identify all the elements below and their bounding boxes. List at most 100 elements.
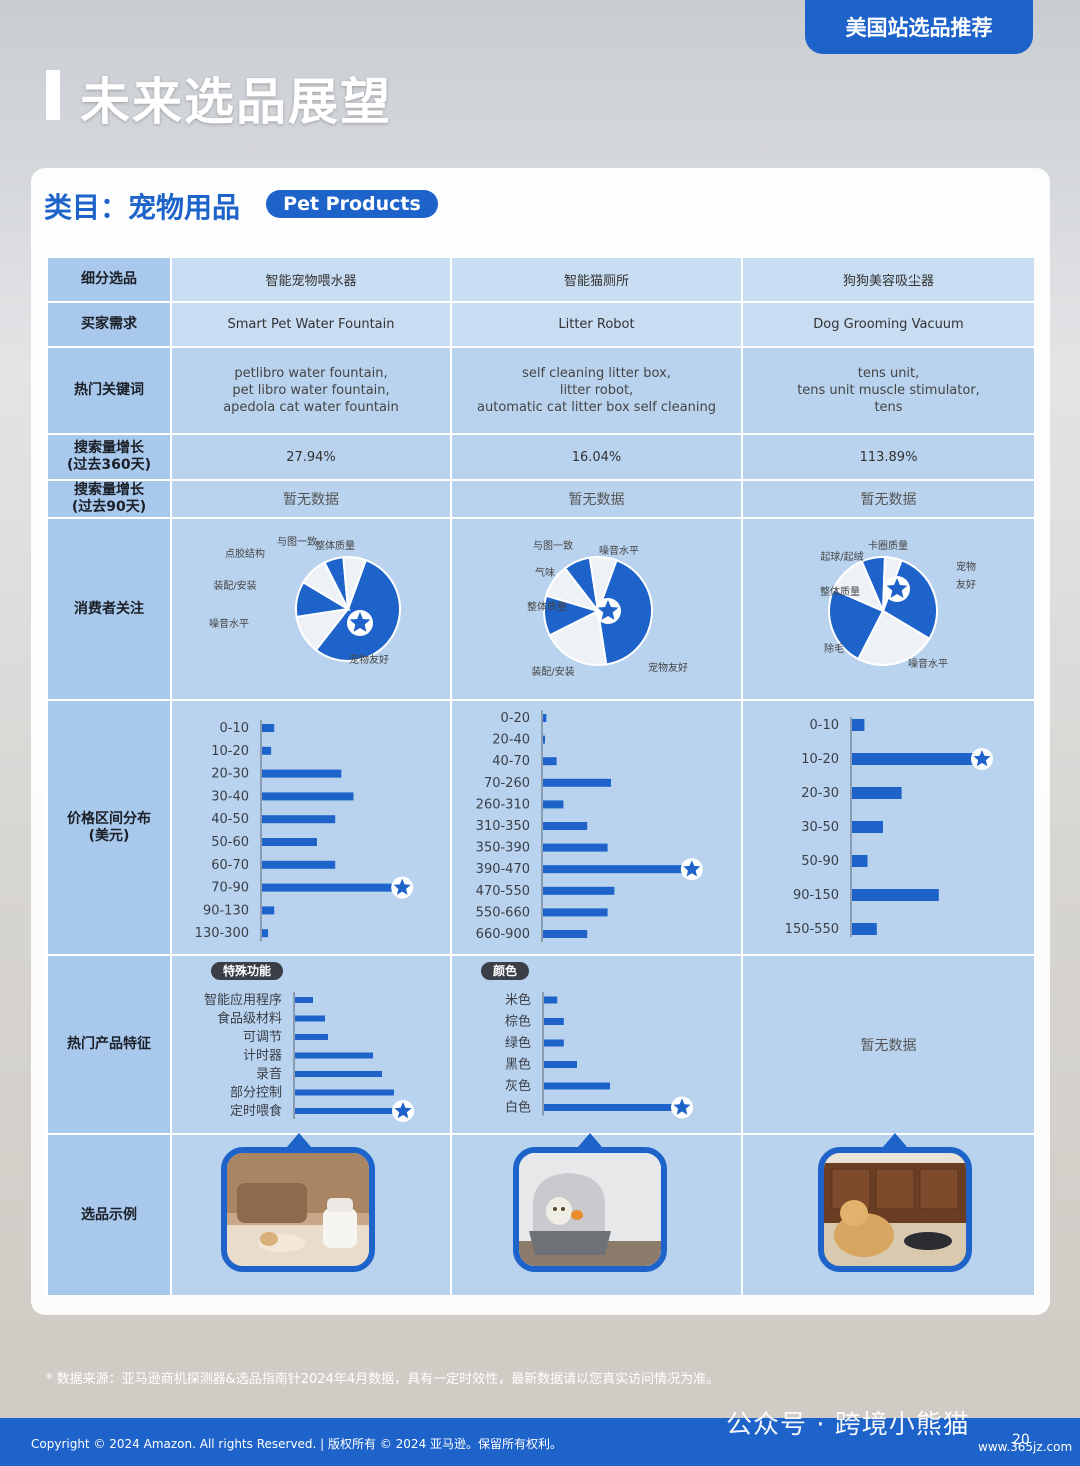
bar — [262, 860, 336, 869]
pie-label: 友好 — [956, 578, 976, 591]
dog-photo — [824, 1153, 966, 1266]
pie-label: 卡圈质量 — [868, 539, 908, 552]
star-icon — [973, 750, 991, 767]
bar — [852, 855, 868, 867]
star-icon — [349, 612, 371, 632]
product-table: 细分选品 智能宠物喂水器 智能猫厕所 狗狗美容吸尘器 买家需求 Smart Pe… — [46, 256, 1036, 1297]
bar — [543, 865, 686, 874]
col3-keywords: tens unit, tens unit muscle stimulator, … — [741, 346, 1036, 435]
price-cell-2: 0-20 20-40 40-70 70-260 260-310 310-350 350-39… — [450, 699, 743, 956]
keyword: apedola cat water fountain — [223, 400, 399, 415]
bar — [852, 889, 939, 901]
pie-label: 与图一致 — [277, 535, 317, 548]
tick-label: 660-900 — [476, 927, 530, 942]
row-growth360: 搜索量增长 (过去360天) 27.94% 16.04% 113.89% — [46, 433, 1036, 481]
star-icon — [673, 1098, 691, 1115]
bar — [543, 843, 608, 852]
tick-label: 40-70 — [492, 754, 530, 769]
bar — [544, 1061, 577, 1068]
keyword: tens unit, — [857, 366, 920, 381]
bar — [295, 1071, 382, 1077]
tick-label: 310-350 — [476, 819, 530, 834]
pie-chart: 宠物友好 装配/安装 整体质量 气味 与图一致 噪音水平 — [527, 539, 688, 678]
bar — [262, 746, 272, 755]
star-icon — [683, 860, 701, 877]
bar — [262, 883, 397, 892]
keyword: petlibro water fountain, — [234, 366, 388, 381]
row-growth90: 搜索量增长 (过去90天) 暂无数据 暂无数据 暂无数据 — [46, 479, 1036, 519]
bar-chart: 0-10 10-20 20-30 30-50 50-90 90-150 150-550 — [785, 717, 993, 937]
bar — [852, 821, 883, 833]
tick-label: 部分控制 — [230, 1086, 282, 1101]
consumer-cell-2: 宠物友好 装配/安装 整体质量 气味 与图一致 噪音水平 — [450, 517, 743, 701]
category-badge: Pet Products — [266, 190, 438, 218]
pie-label: 装配/安装 — [531, 665, 574, 678]
col3-growth90: 暂无数据 — [741, 479, 1036, 519]
row-consumer: 消费者关注 宠物友好 噪音水平 装配/安装 点胶结构 与图一致 整体质量 宠物友好 装配/安… — [46, 517, 1036, 701]
bar — [295, 1108, 397, 1114]
tick-label: 20-30 — [801, 786, 839, 801]
row-label-examples: 选品示例 — [46, 1133, 172, 1297]
bar — [544, 1018, 564, 1025]
tick-label: 灰色 — [505, 1078, 531, 1094]
bar — [543, 714, 547, 722]
pie-label: 起球/起绒 — [820, 550, 863, 563]
col2-growth360: 16.04% — [450, 433, 743, 481]
row-label-subcategory: 细分选品 — [46, 256, 172, 303]
col2-growth90: 暂无数据 — [450, 479, 743, 519]
tick-label: 60-70 — [211, 858, 249, 873]
col3-demand: Dog Grooming Vacuum — [741, 301, 1036, 348]
pointer-arrow — [578, 1133, 602, 1147]
row-label-consumer: 消费者关注 — [46, 517, 172, 701]
keyword: tens unit muscle stimulator, — [797, 383, 980, 398]
bar — [262, 792, 354, 801]
bar — [852, 923, 877, 935]
tick-label: 棕色 — [505, 1014, 531, 1030]
pie-label: 除毛 — [824, 642, 844, 655]
tick-label: 0-10 — [219, 721, 249, 736]
star-icon — [394, 1102, 412, 1119]
pointer-arrow — [883, 1133, 907, 1147]
bar-chart: 0-10 10-20 20-30 30-40 40-50 50-60 60-70 70-90 9… — [195, 720, 414, 941]
col3-features: 暂无数据 — [741, 954, 1036, 1135]
tick-label: 550-660 — [476, 905, 530, 920]
tick-label: 绿色 — [505, 1035, 531, 1051]
feature-pill-label: 特殊功能 — [223, 963, 271, 978]
consumer-cell-3: 宠物 友好 噪音水平 除毛 整体质量 起球/起绒 卡圈质量 — [741, 517, 1036, 701]
pie-slice — [342, 556, 368, 610]
tick-label: 白色 — [505, 1100, 531, 1116]
bar — [295, 1089, 394, 1096]
bar — [262, 929, 269, 938]
pie-label: 噪音水平 — [599, 544, 639, 557]
tick-label: 可调节 — [243, 1030, 282, 1045]
footer-bar — [0, 1418, 1080, 1466]
pie-label: 装配/安装 — [213, 579, 256, 592]
tick-label: 20-40 — [492, 733, 530, 748]
tick-label: 30-40 — [211, 789, 249, 804]
tick-label: 食品级材料 — [217, 1011, 282, 1027]
bar — [295, 997, 313, 1003]
tick-label: 录音 — [256, 1066, 282, 1082]
star-icon — [886, 578, 908, 598]
tick-label: 470-550 — [476, 884, 530, 899]
product-image-fountain — [221, 1147, 375, 1272]
data-source-note: * 数据来源：亚马逊商机探测器&选品指南针2024年4月数据，具有一定时效性，最… — [46, 1372, 720, 1387]
watermark-url: www.365jz.com — [978, 1440, 1073, 1454]
category-label: 类目：宠物用品 — [44, 191, 241, 224]
row-label-growth360: 搜索量增长 (过去360天) — [46, 433, 172, 481]
bar — [543, 735, 546, 744]
row-label-features: 热门产品特征 — [46, 954, 172, 1135]
tick-label: 90-130 — [203, 903, 249, 918]
product-image-dog-vacuum — [818, 1147, 972, 1272]
consumer-cell-1: 宠物友好 噪音水平 装配/安装 点胶结构 与图一致 整体质量 — [170, 517, 452, 701]
section-tag: 美国站选品推荐 — [805, 0, 1033, 54]
pie-label: 与图一致 — [533, 539, 573, 552]
bar — [262, 906, 275, 915]
bar — [852, 787, 902, 799]
features-cell-1: 智能应用程序 食品级材料 可调节 计时器 录音 部分控制 定时喂食 特殊功能 — [170, 954, 452, 1135]
bar — [543, 778, 611, 787]
col1-keywords: petlibro water fountain, pet libro water… — [170, 346, 452, 435]
pie-slice — [828, 588, 885, 661]
pie-label: 点胶结构 — [225, 547, 265, 560]
